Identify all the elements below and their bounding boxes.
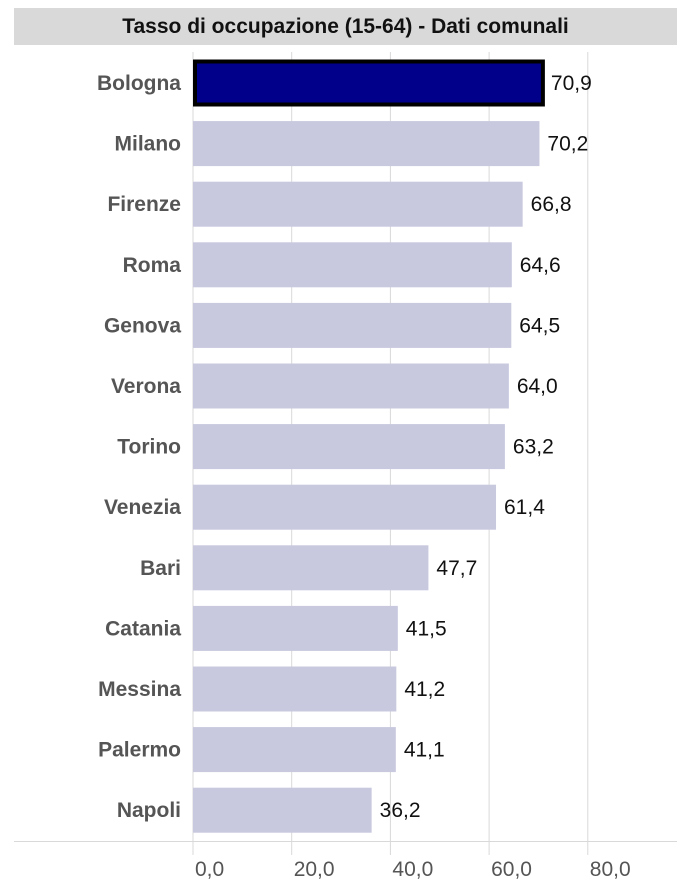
bar	[193, 545, 429, 591]
bar	[193, 787, 372, 833]
data-label: 66,8	[531, 193, 572, 216]
x-tick-label: 80,0	[590, 858, 631, 881]
chart-title: Tasso di occupazione (15-64) - Dati comu…	[14, 8, 677, 45]
data-label: 64,6	[520, 254, 561, 277]
data-label: 63,2	[513, 436, 554, 459]
bar	[193, 605, 398, 651]
category-label: Palermo	[98, 739, 181, 762]
data-label: 70,9	[551, 72, 592, 95]
bar	[193, 666, 397, 712]
bar	[193, 424, 505, 470]
category-label: Genova	[104, 314, 181, 337]
bar	[193, 363, 509, 409]
data-label: 47,7	[436, 557, 477, 580]
category-label: Roma	[123, 254, 182, 277]
category-label: Verona	[111, 375, 181, 398]
bar	[193, 181, 523, 227]
bar	[193, 121, 540, 167]
bar	[193, 484, 497, 530]
bar	[193, 242, 512, 288]
category-label: Venezia	[104, 496, 181, 519]
bar	[193, 59, 545, 107]
x-tick-label: 20,0	[294, 858, 335, 881]
data-label: 61,4	[504, 496, 545, 519]
x-tick-label: 0,0	[195, 858, 224, 881]
data-label: 36,2	[380, 799, 421, 822]
data-label: 41,5	[406, 617, 447, 640]
category-label: Napoli	[117, 799, 181, 822]
category-label: Firenze	[107, 193, 181, 216]
category-label: Messina	[98, 678, 181, 701]
data-label: 70,2	[547, 133, 588, 156]
category-label: Torino	[117, 436, 181, 459]
category-label: Milano	[115, 133, 182, 156]
x-tick-label: 60,0	[491, 858, 532, 881]
data-label: 64,0	[517, 375, 558, 398]
data-label: 64,5	[519, 314, 560, 337]
bar	[193, 302, 512, 348]
category-label: Bologna	[97, 72, 181, 95]
category-label: Bari	[140, 557, 181, 580]
bar	[193, 727, 396, 773]
data-label: 41,1	[404, 739, 445, 762]
category-label: Catania	[105, 617, 181, 640]
data-label: 41,2	[404, 678, 445, 701]
x-tick-label: 40,0	[392, 858, 433, 881]
